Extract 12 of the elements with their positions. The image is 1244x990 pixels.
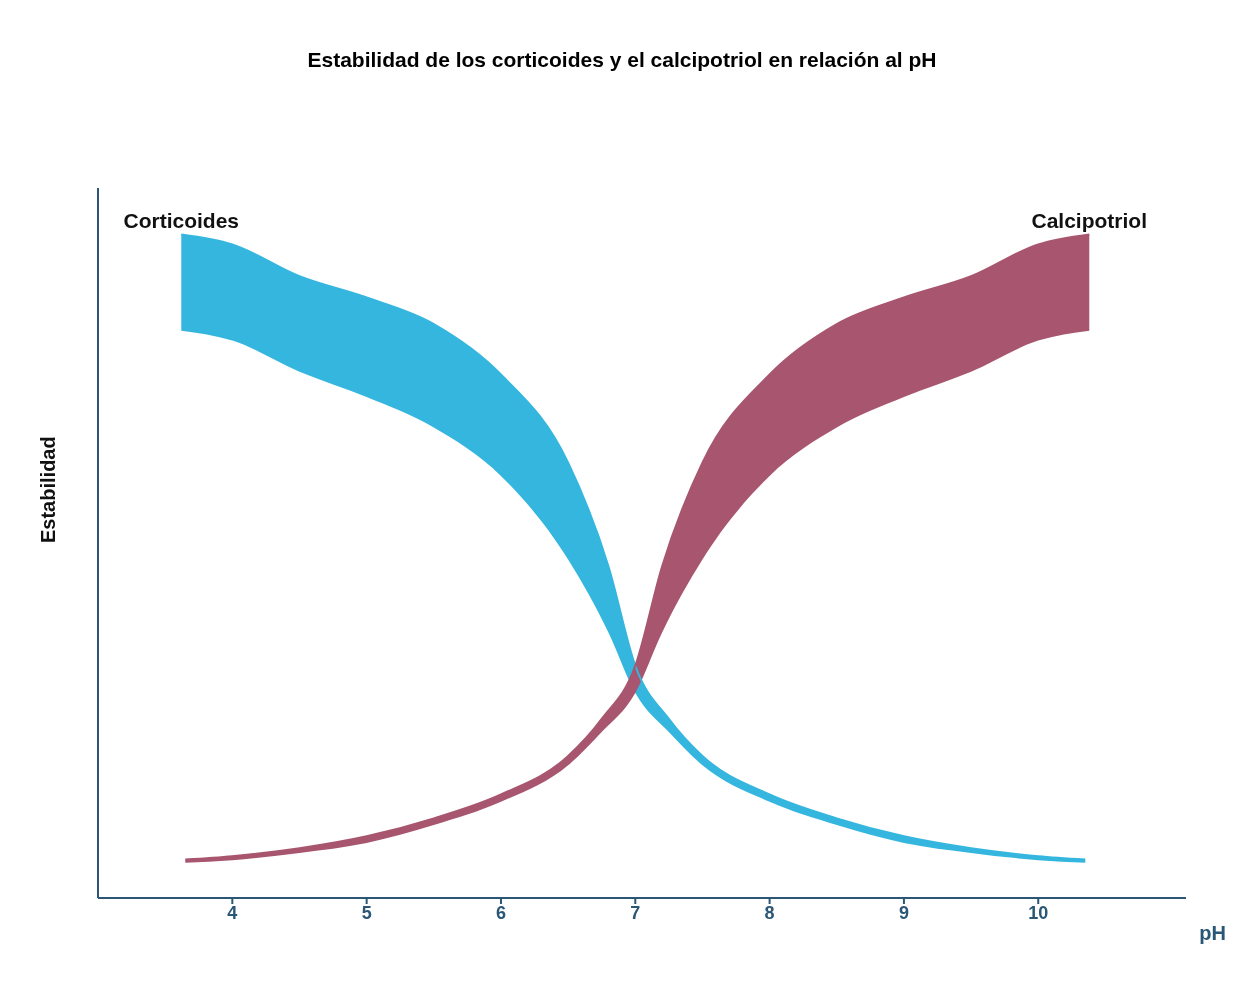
y-axis-title: Estabilidad	[37, 436, 60, 543]
series-label: Calcipotriol	[1031, 209, 1148, 233]
x-tick-label: 10	[1028, 902, 1049, 923]
x-tick-label: 8	[764, 902, 775, 923]
chart-title: Estabilidad de los corticoides y el calcipotriol en relación al pH	[306, 47, 938, 73]
x-tick-label: 6	[495, 902, 506, 923]
x-tick-label: 5	[361, 902, 372, 923]
x-tick-label: 4	[227, 902, 238, 923]
x-axis-title: pH	[1199, 922, 1226, 944]
x-tick-label: 9	[898, 902, 909, 923]
x-tick-label: 7	[630, 902, 641, 923]
series-label: Corticoides	[123, 209, 240, 233]
